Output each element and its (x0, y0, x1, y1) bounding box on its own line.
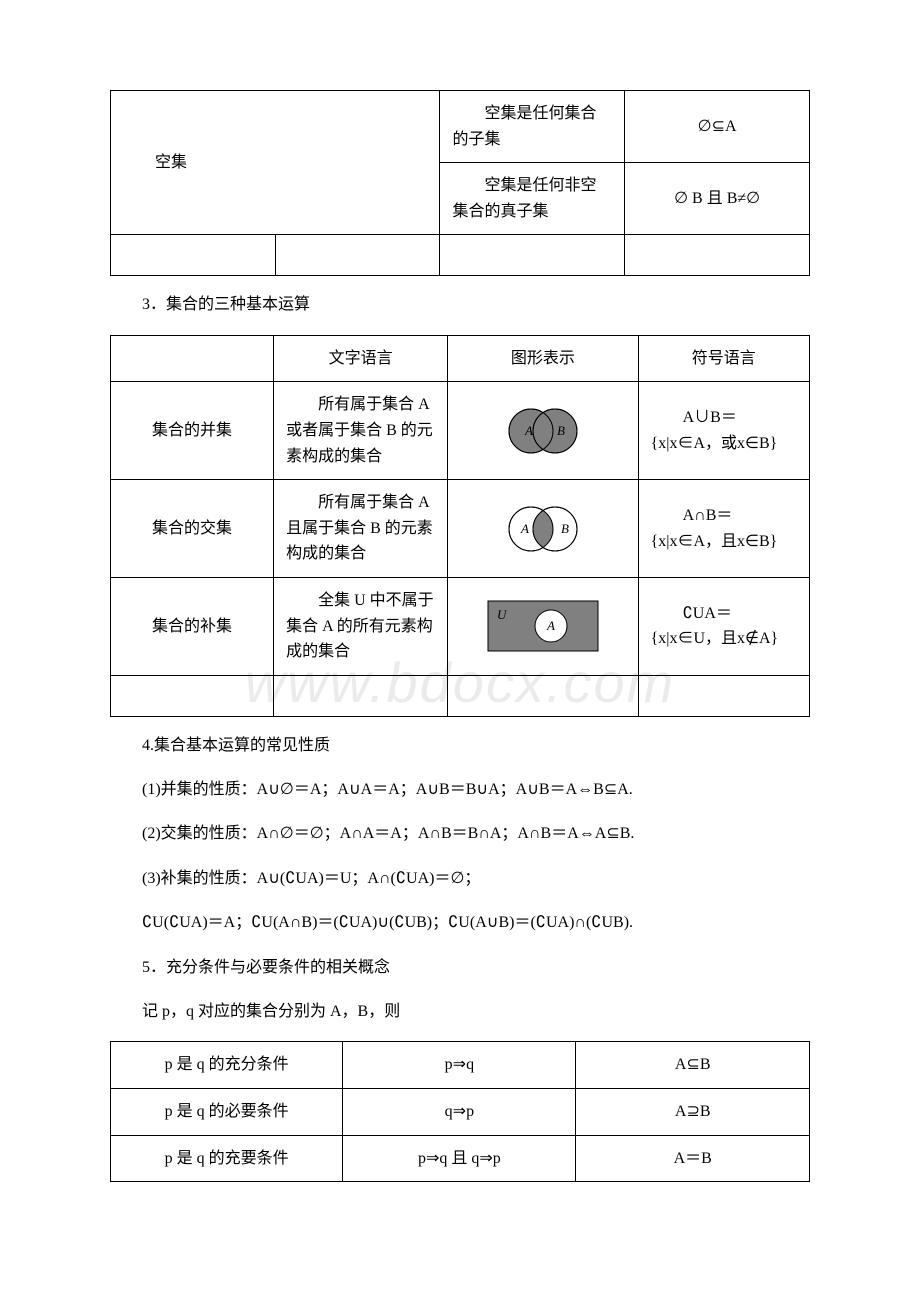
table-empty-set: 空集 空集是任何集合的子集 ∅⊆A 空集是任何非空集合的真子集 ∅ B 且 B≠… (110, 90, 810, 276)
prop-union: (1)并集的性质：A∪∅＝A；A∪A＝A；A∪B＝B∪A；A∪B＝A⇔B⊆A. (110, 775, 810, 805)
t2-h4: 符号语言 (638, 335, 809, 382)
t3-r2c3: A⊇B (576, 1089, 810, 1136)
t2-empty-4 (638, 675, 809, 716)
heading-conditions: 5．充分条件与必要条件的相关概念 (110, 953, 810, 983)
t1-r2c3: ∅ B 且 B≠∅ (625, 163, 810, 235)
t1-r1c2: 空集是任何集合的子集 (440, 91, 625, 163)
prop-complement-2: ∁U(∁UA)＝A；∁U(A∩B)＝(∁UA)∪(∁UB)；∁U(A∪B)＝(∁… (110, 908, 810, 938)
t2-inter-label: 集合的交集 (111, 480, 274, 578)
t1-r1c3: ∅⊆A (625, 91, 810, 163)
svg-text:B: B (557, 423, 565, 438)
heading-set-operations: 3．集合的三种基本运算 (110, 290, 810, 320)
t3-r3c3: A＝B (576, 1135, 810, 1182)
t2-h1 (111, 335, 274, 382)
t3-r1c1: p 是 q 的充分条件 (111, 1042, 343, 1089)
t2-union-diagram: A B (448, 382, 638, 480)
t2-empty-2 (274, 675, 448, 716)
t1-empty-1 (111, 235, 276, 276)
svg-text:B: B (561, 521, 569, 536)
t3-r2c1: p 是 q 的必要条件 (111, 1089, 343, 1136)
t1-empty-3 (440, 235, 625, 276)
t3-r1c3: A⊆B (576, 1042, 810, 1089)
venn-complement-icon: U A (473, 591, 613, 661)
heading-properties: 4.集合基本运算的常见性质 (110, 731, 810, 761)
t2-union-label: 集合的并集 (111, 382, 274, 480)
t3-r3c2: p⇒q 且 q⇒p (343, 1135, 576, 1182)
t2-h3: 图形表示 (448, 335, 638, 382)
t2-h2: 文字语言 (274, 335, 448, 382)
prop-complement-1: (3)补集的性质：A∪(∁UA)＝U；A∩(∁UA)＝∅； (110, 864, 810, 894)
t2-comp-symbol: ∁UA＝{x|x∈U，且x∉A} (638, 577, 809, 675)
svg-text:A: A (524, 423, 533, 438)
table-set-operations: 文字语言 图形表示 符号语言 集合的并集 所有属于集合 A 或者属于集合 B 的… (110, 335, 810, 717)
svg-text:A: A (546, 618, 555, 633)
table-conditions: p 是 q 的充分条件 p⇒q A⊆B p 是 q 的必要条件 q⇒p A⊇B … (110, 1041, 810, 1182)
t2-comp-text: 全集 U 中不属于集合 A 的所有元素构成的集合 (274, 577, 448, 675)
svg-text:U: U (497, 607, 508, 622)
t3-r3c1: p 是 q 的充要条件 (111, 1135, 343, 1182)
t2-comp-label: 集合的补集 (111, 577, 274, 675)
t3-r2c2: q⇒p (343, 1089, 576, 1136)
venn-intersection-icon: A B (483, 499, 603, 559)
t2-union-symbol: A∪B＝{x|x∈A，或x∈B} (638, 382, 809, 480)
t2-empty-1 (111, 675, 274, 716)
t2-comp-diagram: U A (448, 577, 638, 675)
t2-inter-text: 所有属于集合 A 且属于集合 B 的元素构成的集合 (274, 480, 448, 578)
t1-empty-4 (625, 235, 810, 276)
t1-empty-2 (275, 235, 440, 276)
t3-r1c2: p⇒q (343, 1042, 576, 1089)
venn-union-icon: A B (483, 401, 603, 461)
prop-intersection: (2)交集的性质：A∩∅＝∅；A∩A＝A；A∩B＝B∩A；A∩B＝A⇔A⊆B. (110, 819, 810, 849)
svg-text:A: A (520, 521, 529, 536)
t1-r2c2: 空集是任何非空集合的真子集 (440, 163, 625, 235)
t1-label-text: 空集 (155, 154, 187, 171)
conditions-intro: 记 p，q 对应的集合分别为 A，B，则 (110, 997, 810, 1027)
t2-union-text: 所有属于集合 A 或者属于集合 B 的元素构成的集合 (274, 382, 448, 480)
t1-label: 空集 (111, 91, 440, 235)
t2-inter-symbol: A∩B＝{x|x∈A，且x∈B} (638, 480, 809, 578)
t2-inter-diagram: A B (448, 480, 638, 578)
t2-empty-3 (448, 675, 638, 716)
